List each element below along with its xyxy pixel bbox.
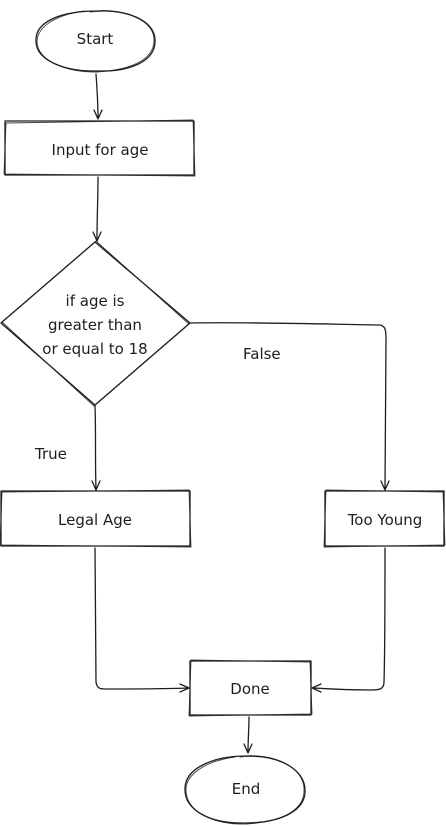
input-label: Input for age (52, 141, 149, 159)
decision-node[interactable]: if age is greater than or equal to 18 (0, 240, 191, 407)
end-label: End (232, 780, 261, 798)
done-label: Done (230, 680, 269, 698)
too-young-label: Too Young (347, 511, 423, 529)
end-node[interactable]: End (184, 755, 306, 825)
edge-decision-to-legal (91, 405, 101, 491)
edge-input-to-decision (92, 176, 102, 242)
too-young-node[interactable]: Too Young (323, 489, 446, 548)
true-edge-label: True (34, 445, 67, 463)
done-node[interactable]: Done (188, 659, 313, 717)
edge-done-to-end (243, 716, 253, 754)
edge-start-to-input (93, 73, 103, 120)
start-node[interactable]: Start (35, 10, 156, 73)
edge-young-to-done (311, 547, 386, 693)
edge-decision-to-young (189, 322, 390, 491)
input-node[interactable]: Input for age (3, 119, 196, 177)
decision-label-line-2: greater than (48, 316, 142, 334)
legal-age-label: Legal Age (58, 511, 132, 529)
start-label: Start (77, 30, 114, 48)
decision-label-line-1: if age is (66, 292, 125, 310)
legal-age-node[interactable]: Legal Age (0, 489, 192, 548)
false-edge-label: False (243, 345, 281, 363)
decision-label-line-3: or equal to 18 (42, 340, 147, 358)
edge-legal-to-done (94, 547, 190, 693)
